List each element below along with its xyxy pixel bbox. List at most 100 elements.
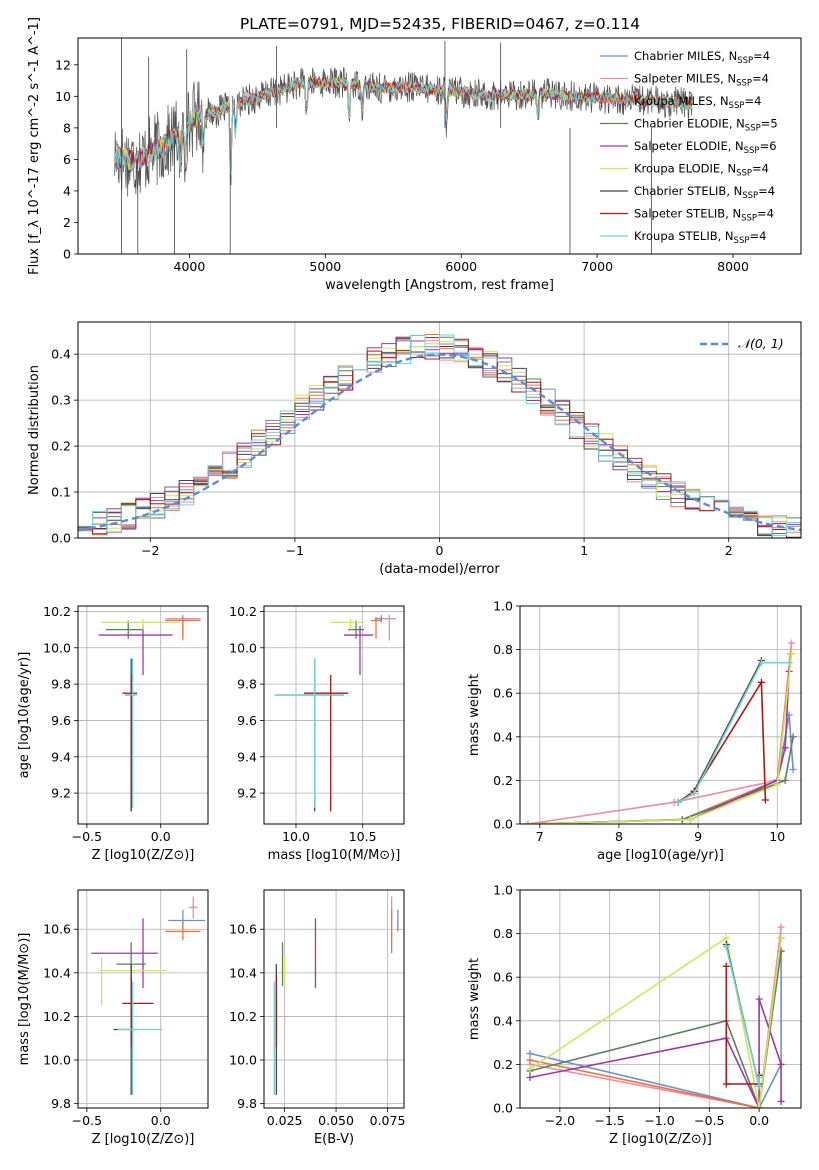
age_vs_Z-frame [77,605,209,825]
residuals-ytick-label-4: 0.4 [51,347,71,362]
mass_weight_vs_Z-series-kroupa_elodie [529,936,782,1108]
mass_weight_vs_Z-ylabel: mass weight [467,958,482,1040]
mass_weight_vs_Z-xtick-label-1: −1.5 [595,1113,625,1128]
mass_weight_vs_Z-series-kroupa_elodie-marker-1 [722,934,730,942]
residuals-xtick-label-3: 1 [580,543,588,558]
age_vs_mass-ytick-label-5: 10.2 [229,604,257,619]
mass_vs_ebv-ytick-label-2: 10.2 [229,1009,257,1024]
age_vs_mass-marks [274,615,396,812]
age_vs_mass-panel: 10.0 10.5 9.2 9.4 9.6 9.8 10.0 10.2 mass [log10(… [229,604,405,863]
mass_vs_Z-ytick-label-2: 10.2 [43,1009,71,1024]
mass_weight_vs_age-series-kroupa_stelib-marker-0 [674,798,682,806]
spectrum-legend-label-5: Kroupa ELODIE, NSSP=4 [634,162,769,179]
residuals-ytick-label-1: 0.1 [51,485,71,500]
mass_weight_vs_age-ytick-label-2: 0.4 [493,729,513,744]
mass_weight_vs_Z-series-kroupa_stelib-marker-2 [755,1073,763,1081]
age_vs_mass-frame [263,605,405,825]
spectrum-frame [77,37,802,255]
mass_weight_vs_age-xtick-label-1: 8 [615,829,623,844]
mass_vs_ebv-frame [263,889,405,1109]
mass_weight_vs_age-series-kroupa_elodie-marker-0 [524,820,532,824]
residuals-ytick-label-0: 0.0 [51,531,71,546]
mass_weight_vs_Z-series-salpeter_elodie-marker-4 [777,1060,785,1068]
age_vs_mass-ytick-label-2: 9.6 [237,713,257,728]
mass_vs_Z-panel: −0.5 0.0 9.8 10.0 10.2 10.4 10.6 Z [log10(Z/Z⊙)… [17,889,209,1147]
figure-title: PLATE=0791, MJD=52435, FIBERID=0467, z=0… [240,15,640,33]
mass_weight_vs_Z-series-salpeter_stelib-marker-0 [722,962,730,970]
mass_weight_vs_age-series-salpeter_stelib-marker-2 [757,678,765,686]
mass_weight_vs_Z-panel: −2.0 −1.5 −1.0 −0.5 0.0 0.0 0.2 0.4 0.6 0.8 1.0 Z [… [467,883,802,1147]
residuals-ytick-label-2: 0.2 [51,439,71,454]
mass_weight_vs_age-series-salpeter_miles-marker-3 [788,639,796,647]
mass_weight_vs_age-ytick-label-3: 0.6 [493,686,513,701]
mass_weight_vs_age-series-kroupa_elodie-marker-3 [788,650,796,658]
age_vs_Z-ytick-label-2: 9.6 [51,713,71,728]
spectrum-ytick-label-2: 4 [63,183,71,198]
mass_weight_vs_Z-series-kroupa_elodie-marker-2 [755,1104,763,1108]
mass_weight_vs_Z-series-kroupa_stelib-marker-0 [722,943,730,951]
mass_weight_vs_Z-series-salpeter_elodie [529,998,782,1108]
age_vs_Z-panel: −0.5 0.0 9.2 9.4 9.6 9.8 10.0 10.2 Z [log10(Z/Z⊙… [17,604,209,863]
mass_weight_vs_age-series-salpeter_stelib [677,679,767,803]
age_vs_mass-ytick-label-3: 9.8 [237,677,257,692]
age_vs_mass-ytick-label-0: 9.2 [237,786,257,801]
spectrum-xtick-label-0: 4000 [174,259,206,274]
residuals-legend: 𝒩(0, 1) [700,336,784,351]
mass_weight_vs_Z-series-salpeter_stelib-marker-1 [722,1080,730,1088]
mass_vs_Z-xtick-label-1: 0.0 [151,1113,171,1128]
age_vs_Z-marks [98,615,201,812]
mass_weight_vs_Z-marks [526,923,785,1108]
mass_vs_Z-xlabel: Z [log10(Z/Z⊙)] [92,1132,195,1147]
mass_weight_vs_age-series-salpeter_elodie-marker-3 [781,744,789,752]
spectrum-ytick-label-5: 10 [55,89,71,104]
mass_weight_vs_Z-series-kroupa_elodie-marker-3 [777,934,785,942]
mass_vs_ebv-xtick-label-1: 0.050 [318,1113,354,1128]
mass_vs_Z-xtick-label-0: −0.5 [72,1113,102,1128]
mass_vs_Z-ytick-label-0: 9.8 [51,1096,71,1111]
spectrum-legend-label-0: Chabrier MILES, NSSP=4 [634,49,770,66]
age_vs_mass-xtick-label-0: 10.0 [282,829,310,844]
spectrum-xlabel: wavelength [Angstrom, rest frame] [325,278,554,293]
mass_weight_vs_Z-series-chabrier_miles [529,951,782,1108]
age_vs_Z-ytick-label-3: 9.8 [51,677,71,692]
mass_vs_ebv-ytick-label-4: 10.6 [229,922,257,937]
mass_vs_ebv-xlabel: E(B-V) [314,1132,354,1147]
spectrum-legend-label-8: Kroupa STELIB, NSSP=4 [634,229,766,246]
mass_weight_vs_Z-ytick-label-2: 0.4 [493,1013,513,1028]
mass_vs_Z-ytick-label-3: 10.4 [43,965,71,980]
spectrum-ytick-label-1: 2 [63,215,71,230]
age_vs_Z-ytick-label-0: 9.2 [51,786,71,801]
residuals-ytick-label-3: 0.3 [51,393,71,408]
mass_weight_vs_age-ytick-label-1: 0.2 [493,773,513,788]
mass_weight_vs_age-xtick-label-2: 9 [694,829,702,844]
mass_vs_ebv-ytick-label-3: 10.4 [229,965,257,980]
residuals-legend-label: 𝒩(0, 1) [738,336,784,351]
mass_weight_vs_Z-ytick-label-0: 0.0 [493,1101,513,1116]
age_vs_mass-xtick-label-1: 10.5 [349,829,377,844]
mass_weight_vs_Z-xtick-label-4: 0.0 [749,1113,769,1128]
mass_weight_vs_age-series-kroupa_elodie-marker-1 [686,816,694,824]
mass_weight_vs_Z-ytick-label-5: 1.0 [493,883,513,898]
mass_weight_vs_age-series-kroupa_stelib-marker-2 [757,659,765,667]
age_vs_mass-xlabel: mass [log10(M/M⊙)] [268,848,401,863]
mass_weight_vs_age-ylabel: mass weight [467,674,482,756]
residuals-panel: 𝒩(0, 1) −2 −1 0 1 2 0.0 0.1 0.2 0.3 0.4 (data-model… [27,321,802,577]
spectrum-legend-label-3: Chabrier ELODIE, NSSP=5 [634,117,778,134]
mass_vs_ebv-ytick-label-1: 10.0 [229,1053,257,1068]
age_vs_Z-ytick-label-4: 10.0 [43,640,71,655]
mass_weight_vs_Z-series-kroupa_miles-marker-0 [526,1056,534,1064]
mass_weight_vs_age-xtick-label-3: 10 [769,829,785,844]
spectrum-legend-label-1: Salpeter MILES, NSSP=4 [634,72,769,89]
residuals-hist-kroupa_stelib [78,334,801,536]
mass_weight_vs_age-series-chabrier_miles-marker-4 [789,766,797,773]
mass_vs_ebv-plot-area [264,890,404,1108]
spectrum-legend-label-6: Chabrier STELIB, NSSP=4 [634,184,775,201]
mass_vs_ebv-xtick-label-0: 0.025 [267,1113,303,1128]
age_vs_Z-ytick-label-1: 9.4 [51,749,71,764]
residuals-gaussian-curve [78,353,801,532]
mass_weight_vs_Z-series-salpeter_elodie-marker-0 [526,1073,534,1081]
mass_weight_vs_Z-series-salpeter_elodie-marker-3 [755,995,763,1003]
mass_weight_vs_age-series-chabrier_elodie-marker-3 [789,733,797,741]
spectrum-plot-area [78,38,801,254]
mass_vs_Z-marks [91,896,206,1095]
